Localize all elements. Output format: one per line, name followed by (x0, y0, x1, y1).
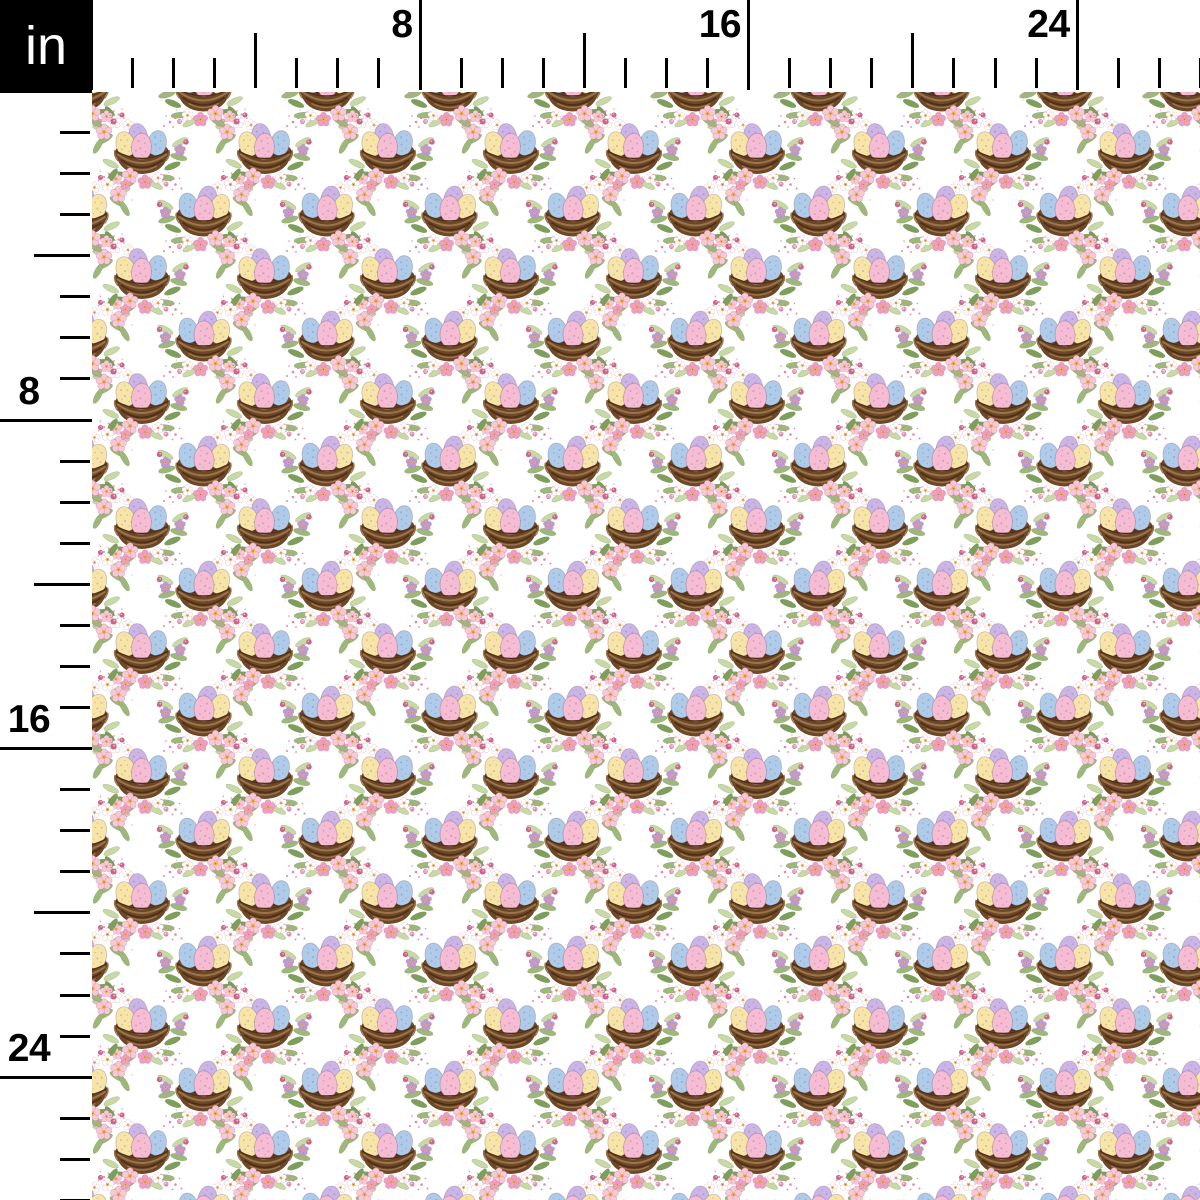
ruler-top-tick-9in (460, 58, 463, 88)
ruler-top-tick-7in (377, 58, 380, 88)
ruler-top-tick-8in (419, 0, 422, 90)
ruler-left-tick-24in (0, 1076, 92, 1079)
ruler-top-tick-21in (952, 58, 955, 88)
ruler-left-tick-5in (60, 295, 90, 298)
ruler-top-tick-10in (501, 58, 504, 88)
ruler-top-tick-16in (747, 0, 750, 90)
ruler-top-tick-11in (542, 58, 545, 88)
fabric-pattern-svg (92, 92, 1200, 1200)
ruler-left-tick-25in (60, 1117, 90, 1120)
ruler-left-tick-6in (60, 336, 90, 339)
ruler-left-tick-7in (60, 377, 90, 380)
ruler-top-tick-25in (1117, 58, 1120, 88)
ruler-left-label-8: 8 (18, 372, 39, 411)
ruler-left-tick-19in (60, 870, 90, 873)
ruler-top-tick-26in (1158, 58, 1161, 88)
ruler-left-tick-20in (34, 911, 90, 914)
ruler-left-tick-0in (0, 90, 92, 93)
unit-box: in (0, 0, 92, 92)
ruler-left-tick-8in (0, 419, 92, 422)
ruler-top-tick-23in (1035, 58, 1038, 88)
ruler-left-tick-26in (60, 1158, 90, 1161)
ruler-left-tick-16in (0, 747, 92, 750)
ruler-top: 8 16 24 (92, 0, 1200, 92)
ruler-left-tick-10in (60, 501, 90, 504)
ruler-left-tick-22in (60, 994, 90, 997)
ruler-left-tick-18in (60, 829, 90, 832)
ruler-top-label-16: 16 (699, 5, 741, 44)
ruler-left-tick-13in (60, 624, 90, 627)
ruler-top-tick-13in (624, 58, 627, 88)
ruler-left-tick-14in (60, 665, 90, 668)
ruler-left-label-16: 16 (8, 700, 50, 739)
ruler-left-tick-23in (60, 1035, 90, 1038)
ruler-top-tick-15in (706, 58, 709, 88)
ruler-left-tick-1in (60, 131, 90, 134)
ruler-left-tick-17in (60, 788, 90, 791)
ruler-left-tick-21in (60, 952, 90, 955)
ruler-top-tick-24in (1076, 0, 1079, 90)
ruler-top-tick-1in (131, 58, 134, 88)
ruler-left-tick-2in (60, 172, 90, 175)
ruler-left-tick-3in (60, 213, 90, 216)
ruler-left-tick-4in (34, 254, 90, 257)
ruler-top-tick-0in (90, 0, 93, 90)
fabric-swatch (92, 92, 1200, 1200)
ruler-top-tick-14in (665, 58, 668, 88)
ruler-left-label-24: 24 (8, 1029, 50, 1068)
unit-label: in (25, 19, 67, 73)
ruler-top-tick-2in (172, 58, 175, 88)
ruler-left-tick-11in (60, 542, 90, 545)
ruler-top-tick-4in (254, 33, 257, 88)
ruler-left: 8 16 24 (0, 92, 92, 1200)
ruler-top-tick-6in (336, 58, 339, 88)
ruler-left-tick-9in (60, 460, 90, 463)
ruler-left-tick-12in (34, 583, 90, 586)
ruler-top-label-24: 24 (1027, 5, 1069, 44)
fabric-listing-image: in 8 16 24 8 16 24 (0, 0, 1200, 1200)
ruler-top-tick-17in (788, 58, 791, 88)
ruler-top-label-8: 8 (391, 5, 412, 44)
ruler-top-tick-19in (870, 58, 873, 88)
ruler-top-tick-18in (829, 58, 832, 88)
ruler-top-tick-22in (994, 58, 997, 88)
ruler-top-tick-3in (213, 58, 216, 88)
ruler-left-tick-15in (60, 706, 90, 709)
ruler-top-tick-12in (583, 33, 586, 88)
ruler-top-tick-5in (295, 58, 298, 88)
ruler-top-tick-20in (911, 33, 914, 88)
